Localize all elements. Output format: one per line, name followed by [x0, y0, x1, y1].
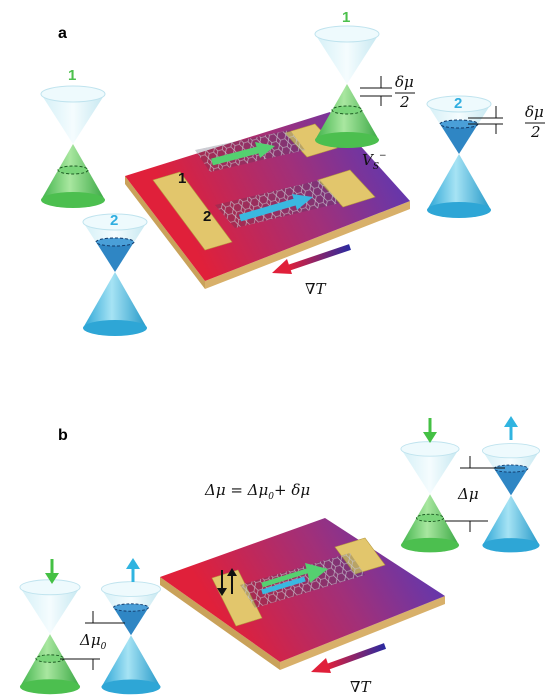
delta-label: Δμ: [457, 485, 479, 503]
device-b: [160, 518, 445, 670]
panel-label: a: [58, 25, 67, 42]
gradient-label: ∇T: [305, 280, 326, 298]
subscript: 0: [101, 642, 107, 652]
dirac-cone: [83, 214, 147, 336]
dirac-cone: [101, 582, 160, 695]
panel-label: b: [58, 427, 68, 444]
cone-label: 1: [342, 9, 350, 26]
voltage-label: VS−: [362, 151, 387, 172]
superscript: −: [379, 151, 387, 161]
delta-num: δμ: [525, 103, 544, 121]
subscript: S: [373, 162, 379, 172]
delta-main: Δμ: [79, 631, 101, 649]
figure: a 1 2 VS+ VS− ∇T 1 2 1 2 δμ 2: [0, 0, 550, 696]
equation: Δμ = Δμ0+ δμ: [204, 481, 310, 502]
cone-label: 1: [68, 67, 76, 84]
delta-den: 2: [399, 93, 410, 111]
dirac-cone: [401, 442, 459, 553]
dirac-cone: [20, 580, 80, 694]
cone-label: 2: [454, 95, 462, 112]
dirac-cone: [482, 444, 539, 553]
delta-den: 2: [530, 123, 541, 141]
channel-label: 2: [203, 208, 211, 225]
delta-num: δμ: [395, 73, 414, 91]
equation-rhs: + δμ: [274, 481, 310, 499]
dirac-cone: [315, 26, 379, 148]
cone-label: 2: [110, 212, 118, 229]
equation-lhs: Δμ = Δμ: [204, 481, 268, 499]
channel-label: 1: [178, 170, 186, 187]
delta-label: Δμ0: [79, 631, 107, 652]
dirac-cone: [427, 96, 491, 218]
dirac-cone: [41, 86, 105, 208]
gradient-label: ∇T: [350, 678, 371, 696]
